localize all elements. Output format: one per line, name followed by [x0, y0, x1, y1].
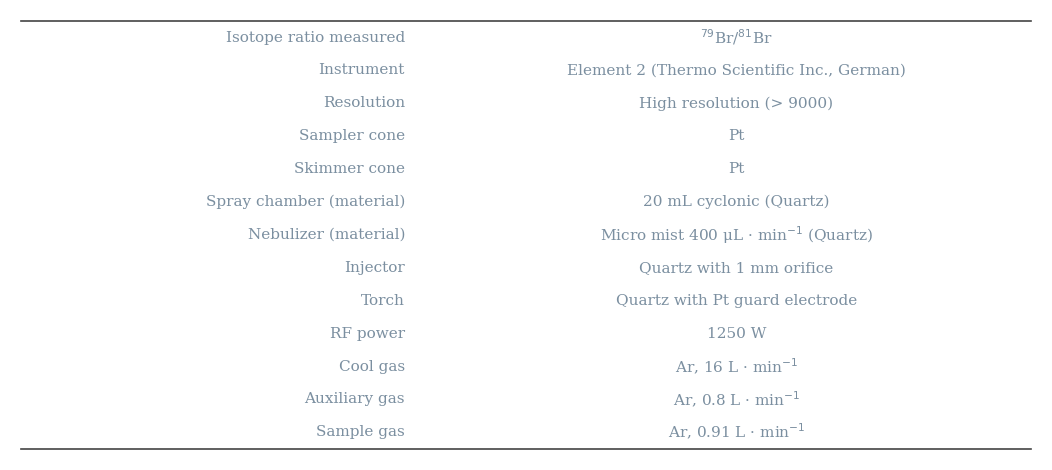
Text: Instrument: Instrument: [319, 63, 405, 78]
Text: Sample gas: Sample gas: [317, 425, 405, 439]
Text: Skimmer cone: Skimmer cone: [294, 162, 405, 176]
Text: 1250 W: 1250 W: [707, 327, 766, 341]
Text: 20 mL cyclonic (Quartz): 20 mL cyclonic (Quartz): [643, 195, 830, 209]
Text: Micro mist 400 μL · min$^{-1}$ (Quartz): Micro mist 400 μL · min$^{-1}$ (Quartz): [600, 224, 873, 246]
Text: Injector: Injector: [344, 261, 405, 275]
Text: Pt: Pt: [728, 129, 745, 143]
Text: Spray chamber (material): Spray chamber (material): [205, 195, 405, 209]
Text: Ar, 16 L · min$^{-1}$: Ar, 16 L · min$^{-1}$: [675, 357, 797, 376]
Text: RF power: RF power: [330, 327, 405, 341]
Text: Resolution: Resolution: [323, 96, 405, 110]
Text: Ar, 0.91 L · min$^{-1}$: Ar, 0.91 L · min$^{-1}$: [668, 423, 805, 442]
Text: High resolution (> 9000): High resolution (> 9000): [640, 96, 833, 110]
Text: Cool gas: Cool gas: [339, 360, 405, 374]
Text: Pt: Pt: [728, 162, 745, 176]
Text: Ar, 0.8 L · min$^{-1}$: Ar, 0.8 L · min$^{-1}$: [672, 390, 801, 409]
Text: Auxiliary gas: Auxiliary gas: [304, 392, 405, 407]
Text: $^{79}$Br/$^{81}$Br: $^{79}$Br/$^{81}$Br: [701, 28, 772, 47]
Text: Torch: Torch: [361, 294, 405, 308]
Text: Quartz with Pt guard electrode: Quartz with Pt guard electrode: [615, 294, 857, 308]
Text: Sampler cone: Sampler cone: [299, 129, 405, 143]
Text: Quartz with 1 mm orifice: Quartz with 1 mm orifice: [640, 261, 833, 275]
Text: Element 2 (Thermo Scientific Inc., German): Element 2 (Thermo Scientific Inc., Germa…: [567, 63, 906, 78]
Text: Isotope ratio measured: Isotope ratio measured: [226, 31, 405, 45]
Text: Nebulizer (material): Nebulizer (material): [247, 228, 405, 242]
